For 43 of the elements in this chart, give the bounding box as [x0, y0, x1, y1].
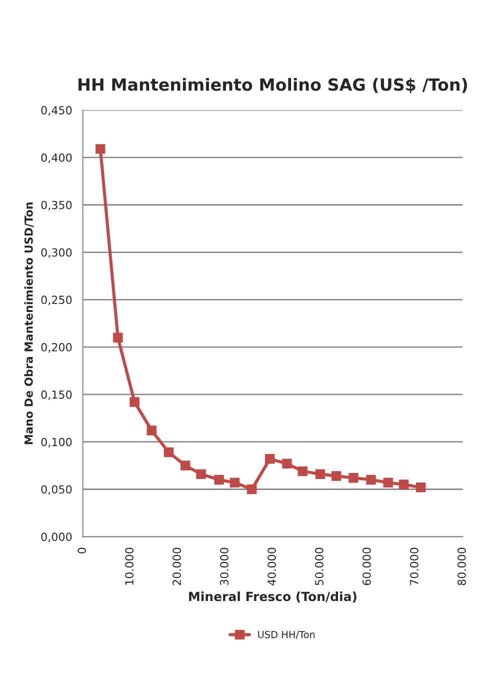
x-tick-label: 50.000: [315, 548, 324, 586]
legend-label: USD HH/Ton: [258, 630, 315, 639]
y-tick-label: 0,300: [41, 248, 72, 258]
x-tick-label: 70.000: [410, 548, 418, 586]
point: [315, 469, 326, 479]
point: [230, 478, 240, 488]
point: [146, 426, 156, 436]
point: [298, 466, 308, 476]
point: [95, 144, 106, 154]
point: [383, 478, 393, 488]
x-tick-label: 80.000: [457, 548, 466, 586]
y-tick-label: 0,150: [41, 390, 72, 400]
y-tick-label: 0,350: [41, 200, 72, 210]
point: [130, 397, 140, 407]
y-tick-label: 0,000: [41, 532, 72, 542]
y-axis-title: Mano De Obra Mantenimiento USD/Ton: [24, 202, 34, 444]
point: [180, 460, 190, 470]
x-tick-label: 40.000: [268, 548, 276, 586]
point: [113, 332, 123, 342]
y-tick-label: 0,450: [41, 106, 72, 116]
x-tick-label: 10.000: [125, 548, 134, 585]
point: [196, 469, 206, 479]
point: [164, 447, 174, 458]
y-tick-label: 0,250: [41, 296, 72, 306]
point: [282, 458, 292, 469]
x-tick-label: 60.000: [362, 548, 371, 586]
chart-title: HH Mantenimiento Molino SAG (US$ /Ton): [78, 78, 467, 94]
x-tick-label: 20.000: [172, 548, 181, 586]
point: [265, 454, 275, 464]
x-tick-label: 0: [78, 548, 86, 554]
point: [366, 474, 376, 485]
x-axis-title: Mineral Fresco (Ton/dia): [189, 591, 356, 603]
y-tick-label: 0,100: [41, 438, 72, 448]
point: [348, 473, 358, 483]
point: [214, 474, 224, 485]
point: [331, 471, 342, 481]
point: [246, 484, 257, 494]
point: [398, 480, 409, 490]
y-tick-label: 0,200: [41, 343, 72, 353]
y-tick-label: 0,400: [41, 153, 72, 163]
point: [416, 482, 426, 492]
y-tick-label: 0,050: [41, 485, 72, 495]
x-tick-label: 30.000: [220, 548, 228, 586]
